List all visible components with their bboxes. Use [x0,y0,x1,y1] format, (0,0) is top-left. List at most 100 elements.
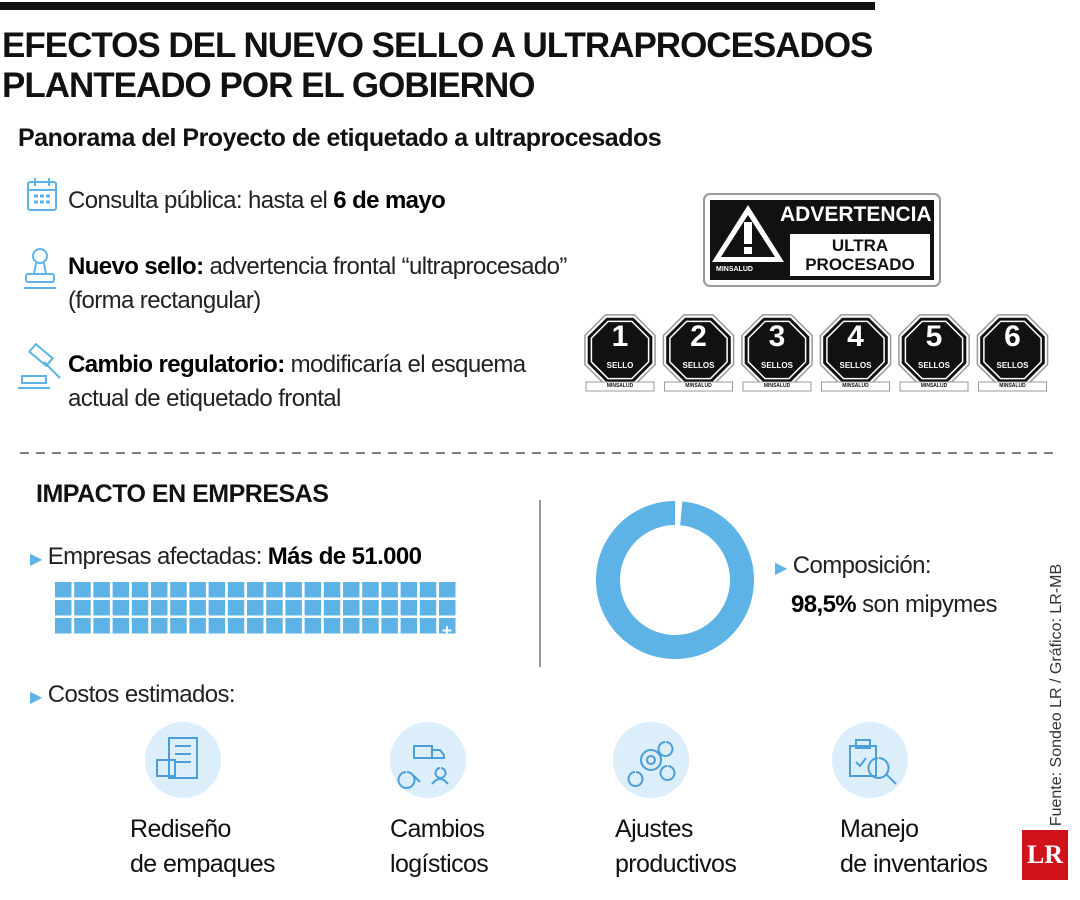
company-square [343,582,360,598]
company-square [151,618,168,634]
seal-footer [664,381,733,392]
text: (forma rectangular) [68,287,261,314]
seal-octagon [590,320,650,380]
company-square [381,618,398,634]
icon-stroke [627,741,676,787]
company-square [343,600,360,616]
donut-arc [596,501,754,659]
company-square [304,600,322,616]
cost-icon [390,722,466,798]
company-square [151,582,168,598]
cost-label: Manejo [840,815,919,843]
icon-stroke [397,745,449,789]
seal-label: SELLOS [839,361,872,370]
seal-octagon [744,317,810,383]
cost-icon [145,722,221,798]
seal-octagon [826,320,885,380]
company-square [247,600,264,616]
overview-item: Cambio regulatorio: modificaría el esquem… [68,348,526,416]
company-square [285,618,302,634]
company-square [93,618,110,634]
seal-authority: MINSALUD [685,383,712,389]
cost-icon [832,722,908,798]
seal-authority: MINSALUD [606,383,634,389]
company-square [266,582,283,598]
seal-label: SELLOS [917,361,950,370]
seal-octagon [983,320,1042,380]
cost-icon [397,745,449,789]
company-square [170,582,187,598]
cost-label: logísticos [390,850,489,878]
seal-footer [821,381,890,392]
company-square [131,600,149,616]
composition: ▶ Composición: 98,5% son mipymes [775,552,997,618]
seal-authority: MINSALUD [842,383,869,389]
seal-authority: MINSALUD [716,266,753,273]
company-square [323,582,341,598]
company-square [362,618,379,634]
text: son mipymes [862,591,997,618]
company-square [189,618,206,634]
gavel-icon [18,342,61,389]
seal-footer [742,381,812,392]
plus-icon [442,626,452,635]
company-square [381,582,398,598]
company-square [112,618,130,634]
company-square [247,618,264,634]
company-square [362,582,379,598]
cost-icon [613,722,689,798]
company-square [304,618,322,634]
bold-text: Cambio regulatorio: [68,351,285,378]
subtitle: Panorama del Proyecto de etiquetado a ul… [18,124,662,152]
company-square [131,582,149,598]
company-square [208,582,226,598]
cost-label: Ajustes [615,815,693,843]
company-square [208,600,226,616]
seal-label: SELLO [606,361,634,370]
company-square [74,600,91,616]
cost-icon [627,741,676,787]
company-square [55,618,72,634]
overview-item: Nuevo sello: advertencia frontal “ultrapr… [68,250,567,318]
costs-title: ▶ Costos estimados: [30,681,236,708]
text: Costos estimados: [47,681,236,708]
icon-stroke [849,739,897,785]
seal-number: 5 [925,320,943,353]
company-square [439,600,456,616]
seal-number: 6 [1004,320,1021,353]
company-square [227,582,245,598]
seal-footer [978,381,1047,392]
cost-label: Cambios [390,815,485,843]
seal-label: SELLOS [996,361,1029,370]
seal-label: SELLOS [760,361,793,370]
company-square [400,582,418,598]
company-square [227,618,245,634]
seal-authority: MINSALUD [920,383,948,389]
source: Fuente: Sondeo LR / Gráfico: LR-MB [1048,563,1065,827]
seal-octagon [904,320,964,380]
company-square [208,618,226,634]
cost-label: de empaques [130,850,276,878]
company-square [74,618,91,634]
seal-number: 2 [690,320,707,353]
seal-label: SELLOS [682,361,715,370]
section-title: IMPACTO EN EMPRESAS [36,480,329,508]
company-square [323,600,341,616]
company-square [381,600,398,616]
company-square [189,582,206,598]
top-bar [0,2,875,10]
text: actual de etiquetado frontal [68,385,341,412]
company-square [266,618,283,634]
icon-stroke [156,737,198,779]
bold-text: 6 de mayo [333,187,446,214]
company-square [227,600,245,616]
seal-footer [899,381,969,392]
company-square [151,600,168,616]
calendar-icon [27,178,57,211]
company-square [323,618,341,634]
cost-label: Rediseño [130,815,231,843]
text: modificaría el esquema [290,351,527,378]
stamp-icon [24,248,56,289]
